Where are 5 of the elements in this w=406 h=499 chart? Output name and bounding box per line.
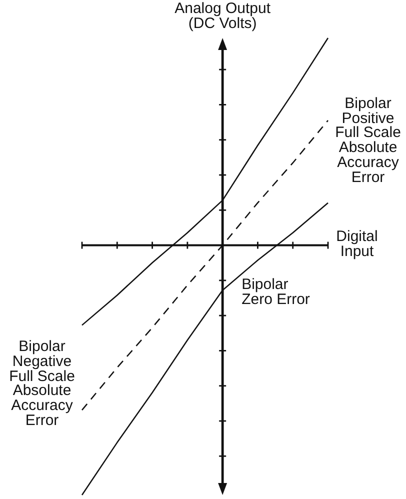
text: Bipolar Negative Full Scale Absolute Accuracy Error [8, 338, 76, 429]
text: Bipolar Positive Full Scale Absolute Accuracy Error [334, 95, 402, 186]
y-axis-title: Analog Output (DC Volts) [174, 0, 272, 32]
annotation: Bipolar Zero Error [242, 276, 311, 308]
x-axis-title: Digital Input [335, 228, 379, 260]
